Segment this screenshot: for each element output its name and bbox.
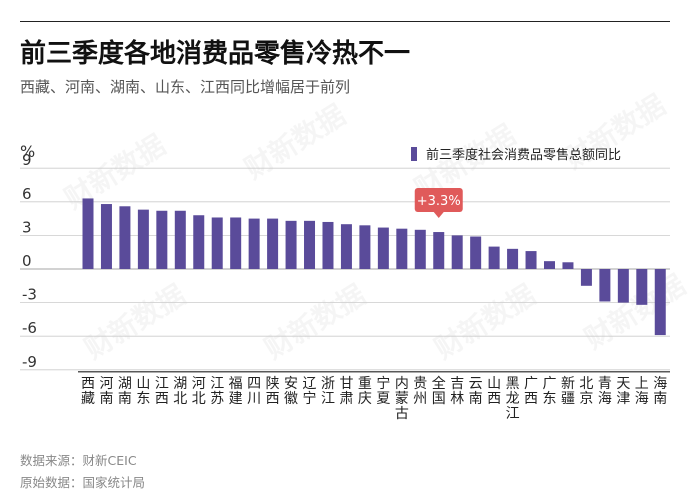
bar xyxy=(359,225,371,269)
callout-box xyxy=(414,188,463,213)
callout-label: +3.3% xyxy=(417,194,461,209)
watermark: 财新数据 xyxy=(259,278,371,365)
x-tick-label: 陕西 xyxy=(266,376,280,407)
watermark: 财新数据 xyxy=(579,268,690,355)
bar xyxy=(636,269,648,305)
bar xyxy=(470,236,482,269)
y-tick-label: 6 xyxy=(22,185,32,203)
callout-pointer xyxy=(433,212,444,219)
watermark: 财新数据 xyxy=(239,98,351,185)
x-tick-label: 河南 xyxy=(99,376,113,407)
bar xyxy=(156,210,168,269)
y-tick-label: -3 xyxy=(22,286,37,304)
bar xyxy=(433,232,445,269)
bar xyxy=(248,218,260,269)
bar xyxy=(322,221,334,269)
y-tick-label: -9 xyxy=(22,353,37,371)
legend-label: 前三季度社会消费品零售总额同比 xyxy=(426,147,621,163)
x-tick-label: 江西 xyxy=(155,376,169,407)
x-tick-label: 海南 xyxy=(653,376,667,407)
x-tick-label: 西藏 xyxy=(81,376,95,407)
y-tick-label: 0 xyxy=(22,252,32,270)
x-tick-label: 山西 xyxy=(487,376,501,407)
chart-title: 前三季度各地消费品零售冷热不一 xyxy=(20,39,411,69)
data-source: 数据来源：财新CEIC xyxy=(20,453,137,468)
y-unit-label: % xyxy=(20,142,35,161)
bar xyxy=(580,269,592,286)
x-tick-label: 江苏 xyxy=(210,376,224,407)
x-tick-label: 吉林 xyxy=(450,376,464,407)
bar xyxy=(100,204,112,269)
bar xyxy=(414,229,426,269)
watermark: 财新数据 xyxy=(429,278,541,365)
x-tick-label: 安徽 xyxy=(284,376,298,407)
x-tick-label: 贵州 xyxy=(413,376,427,407)
chart-subtitle: 西藏、河南、湖南、山东、江西同比增幅居于前列 xyxy=(20,78,351,96)
bar xyxy=(488,246,500,269)
x-tick-label: 全国 xyxy=(432,375,446,407)
watermark: 财新数据 xyxy=(79,278,191,365)
bar xyxy=(137,209,149,269)
bar xyxy=(119,206,131,269)
bar xyxy=(174,210,186,269)
watermark: 财新数据 xyxy=(59,128,171,215)
title-rule xyxy=(20,21,670,22)
bar xyxy=(267,218,279,269)
x-tick-label: 广东 xyxy=(543,376,557,407)
bar xyxy=(193,215,205,269)
x-tick-label: 山东 xyxy=(136,376,150,407)
bar xyxy=(285,220,297,269)
bar xyxy=(562,262,574,269)
x-tick-label: 甘肃 xyxy=(339,376,353,407)
bar xyxy=(525,251,537,269)
bar xyxy=(340,224,352,269)
bar xyxy=(304,220,316,269)
bar xyxy=(451,235,463,269)
x-tick-label: 重庆 xyxy=(358,376,372,407)
x-tick-label: 湖北 xyxy=(173,376,187,407)
x-tick-label: 宁夏 xyxy=(376,375,390,407)
x-tick-label: 新疆 xyxy=(561,376,575,407)
bar xyxy=(544,261,555,269)
bar xyxy=(377,227,389,269)
x-tick-label: 云南 xyxy=(469,376,483,407)
bar xyxy=(82,198,94,269)
x-tick-label: 天津 xyxy=(616,376,630,407)
x-tick-label: 浙江 xyxy=(321,376,335,407)
legend-swatch xyxy=(411,147,417,161)
x-tick-label: 广西 xyxy=(524,376,538,407)
y-tick-label: 9 xyxy=(22,151,32,169)
x-tick-label: 福建 xyxy=(229,376,243,407)
x-tick-label: 辽宁 xyxy=(303,376,317,407)
x-tick-label: 河北 xyxy=(192,376,206,407)
x-tick-label: 北京 xyxy=(579,376,593,407)
bar xyxy=(599,269,611,302)
bar xyxy=(396,228,408,269)
x-tick-label: 湖南 xyxy=(118,376,132,407)
x-tick-label: 上海 xyxy=(635,376,649,407)
bar xyxy=(617,269,629,303)
bar xyxy=(211,217,223,269)
x-tick-label: 内蒙古 xyxy=(395,376,409,422)
x-tick-label: 青海 xyxy=(598,376,612,407)
y-tick-label: -6 xyxy=(22,319,37,337)
bar xyxy=(507,248,519,269)
y-tick-label: 3 xyxy=(22,218,32,236)
x-tick-label: 四川 xyxy=(247,376,261,407)
bar xyxy=(230,217,242,269)
bar xyxy=(654,269,666,336)
original-data-source: 原始数据：国家统计局 xyxy=(20,475,146,490)
x-tick-label: 黑龙江 xyxy=(506,376,520,422)
